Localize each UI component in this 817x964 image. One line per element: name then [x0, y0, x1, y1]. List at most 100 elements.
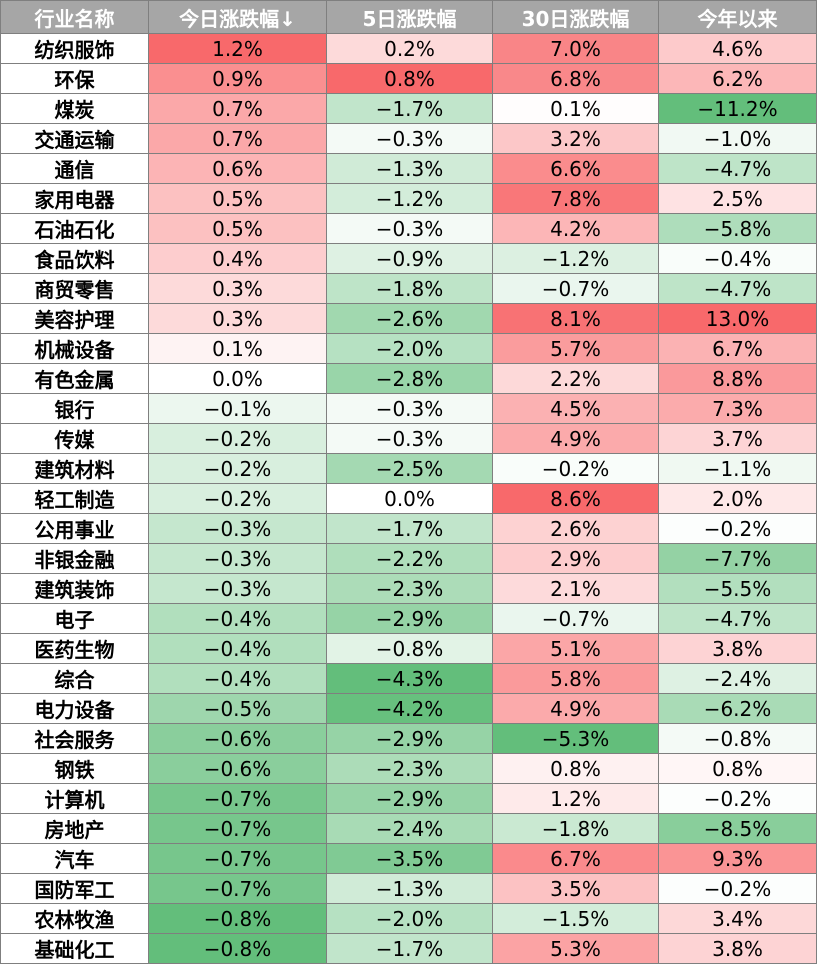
table-row: 交通运输 0.7% −0.3% 3.2% −1.0%	[0, 123, 817, 154]
header-industry-name: 行业名称	[0, 0, 149, 34]
table-row: 轻工制造 −0.2% 0.0% 8.6% 2.0%	[0, 483, 817, 514]
table-row: 电子 −0.4% −2.9% −0.7% −4.7%	[0, 603, 817, 634]
industry-name-cell: 基础化工	[0, 933, 149, 964]
industry-name-cell: 轻工制造	[0, 483, 149, 514]
ytd-change-cell: 3.7%	[658, 423, 817, 454]
table-row: 汽车 −0.7% −3.5% 6.7% 9.3%	[0, 843, 817, 874]
5day-change-cell: −0.3%	[326, 393, 493, 424]
header-row: 行业名称 今日涨跌幅↓ 5日涨跌幅 30日涨跌幅 今年以来	[0, 0, 817, 34]
table-row: 家用电器 0.5% −1.2% 7.8% 2.5%	[0, 183, 817, 214]
header-today-change[interactable]: 今日涨跌幅↓	[148, 0, 327, 34]
table-body: 纺织服饰 1.2% 0.2% 7.0% 4.6% 环保 0.9% 0.8% 6.8% 6.2% 煤炭…	[0, 33, 817, 964]
ytd-change-cell: −2.4%	[658, 663, 817, 694]
30day-change-cell: 5.8%	[492, 663, 659, 694]
5day-change-cell: −2.8%	[326, 363, 493, 394]
30day-change-cell: 5.7%	[492, 333, 659, 364]
5day-change-cell: −1.8%	[326, 273, 493, 304]
5day-change-cell: −3.5%	[326, 843, 493, 874]
header-ytd-change[interactable]: 今年以来	[658, 0, 817, 34]
5day-change-cell: −0.3%	[326, 123, 493, 154]
5day-change-cell: −2.2%	[326, 543, 493, 574]
5day-change-cell: −2.3%	[326, 753, 493, 784]
ytd-change-cell: 3.8%	[658, 633, 817, 664]
industry-name-cell: 汽车	[0, 843, 149, 874]
5day-change-cell: −2.0%	[326, 903, 493, 934]
table-row: 纺织服饰 1.2% 0.2% 7.0% 4.6%	[0, 33, 817, 64]
ytd-change-cell: −7.7%	[658, 543, 817, 574]
5day-change-cell: −0.8%	[326, 633, 493, 664]
table-row: 建筑装饰 −0.3% −2.3% 2.1% −5.5%	[0, 573, 817, 604]
today-change-cell: 0.3%	[148, 303, 327, 334]
today-change-cell: 0.0%	[148, 363, 327, 394]
table-row: 社会服务 −0.6% −2.9% −5.3% −0.8%	[0, 723, 817, 754]
table-row: 食品饮料 0.4% −0.9% −1.2% −0.4%	[0, 243, 817, 274]
30day-change-cell: −0.7%	[492, 273, 659, 304]
today-change-cell: 0.7%	[148, 123, 327, 154]
industry-name-cell: 农林牧渔	[0, 903, 149, 934]
today-change-cell: −0.3%	[148, 573, 327, 604]
5day-change-cell: −0.9%	[326, 243, 493, 274]
industry-name-cell: 环保	[0, 63, 149, 94]
table-row: 建筑材料 −0.2% −2.5% −0.2% −1.1%	[0, 453, 817, 484]
today-change-cell: −0.4%	[148, 663, 327, 694]
today-change-cell: 0.4%	[148, 243, 327, 274]
30day-change-cell: −0.2%	[492, 453, 659, 484]
30day-change-cell: −1.2%	[492, 243, 659, 274]
5day-change-cell: −2.4%	[326, 813, 493, 844]
ytd-change-cell: −4.7%	[658, 273, 817, 304]
30day-change-cell: 4.9%	[492, 423, 659, 454]
today-change-cell: −0.4%	[148, 603, 327, 634]
30day-change-cell: −5.3%	[492, 723, 659, 754]
ytd-change-cell: 6.2%	[658, 63, 817, 94]
today-change-cell: −0.3%	[148, 543, 327, 574]
ytd-change-cell: −0.8%	[658, 723, 817, 754]
5day-change-cell: −1.3%	[326, 153, 493, 184]
5day-change-cell: −1.7%	[326, 513, 493, 544]
industry-name-cell: 有色金属	[0, 363, 149, 394]
header-30day-change[interactable]: 30日涨跌幅	[492, 0, 659, 34]
today-change-cell: 1.2%	[148, 33, 327, 64]
5day-change-cell: 0.8%	[326, 63, 493, 94]
30day-change-cell: 6.8%	[492, 63, 659, 94]
today-change-cell: −0.8%	[148, 933, 327, 964]
ytd-change-cell: 2.0%	[658, 483, 817, 514]
30day-change-cell: 6.6%	[492, 153, 659, 184]
table-row: 综合 −0.4% −4.3% 5.8% −2.4%	[0, 663, 817, 694]
table-row: 银行 −0.1% −0.3% 4.5% 7.3%	[0, 393, 817, 424]
table-row: 钢铁 −0.6% −2.3% 0.8% 0.8%	[0, 753, 817, 784]
today-change-cell: 0.5%	[148, 213, 327, 244]
30day-change-cell: 7.0%	[492, 33, 659, 64]
30day-change-cell: −1.8%	[492, 813, 659, 844]
ytd-change-cell: −6.2%	[658, 693, 817, 724]
ytd-change-cell: −5.8%	[658, 213, 817, 244]
industry-name-cell: 公用事业	[0, 513, 149, 544]
30day-change-cell: 4.2%	[492, 213, 659, 244]
ytd-change-cell: −1.0%	[658, 123, 817, 154]
ytd-change-cell: −0.2%	[658, 783, 817, 814]
industry-name-cell: 建筑材料	[0, 453, 149, 484]
5day-change-cell: −1.3%	[326, 873, 493, 904]
today-change-cell: −0.8%	[148, 903, 327, 934]
industry-name-cell: 机械设备	[0, 333, 149, 364]
today-change-cell: −0.5%	[148, 693, 327, 724]
5day-change-cell: −0.3%	[326, 213, 493, 244]
30day-change-cell: 8.1%	[492, 303, 659, 334]
header-5day-change[interactable]: 5日涨跌幅	[326, 0, 493, 34]
ytd-change-cell: 6.7%	[658, 333, 817, 364]
today-change-cell: −0.6%	[148, 723, 327, 754]
industry-name-cell: 商贸零售	[0, 273, 149, 304]
30day-change-cell: 2.6%	[492, 513, 659, 544]
30day-change-cell: 4.5%	[492, 393, 659, 424]
ytd-change-cell: 0.8%	[658, 753, 817, 784]
industry-name-cell: 美容护理	[0, 303, 149, 334]
5day-change-cell: −2.0%	[326, 333, 493, 364]
industry-name-cell: 综合	[0, 663, 149, 694]
industry-name-cell: 医药生物	[0, 633, 149, 664]
ytd-change-cell: 4.6%	[658, 33, 817, 64]
today-change-cell: −0.7%	[148, 813, 327, 844]
ytd-change-cell: 7.3%	[658, 393, 817, 424]
table-row: 房地产 −0.7% −2.4% −1.8% −8.5%	[0, 813, 817, 844]
30day-change-cell: 3.2%	[492, 123, 659, 154]
30day-change-cell: 0.1%	[492, 93, 659, 124]
